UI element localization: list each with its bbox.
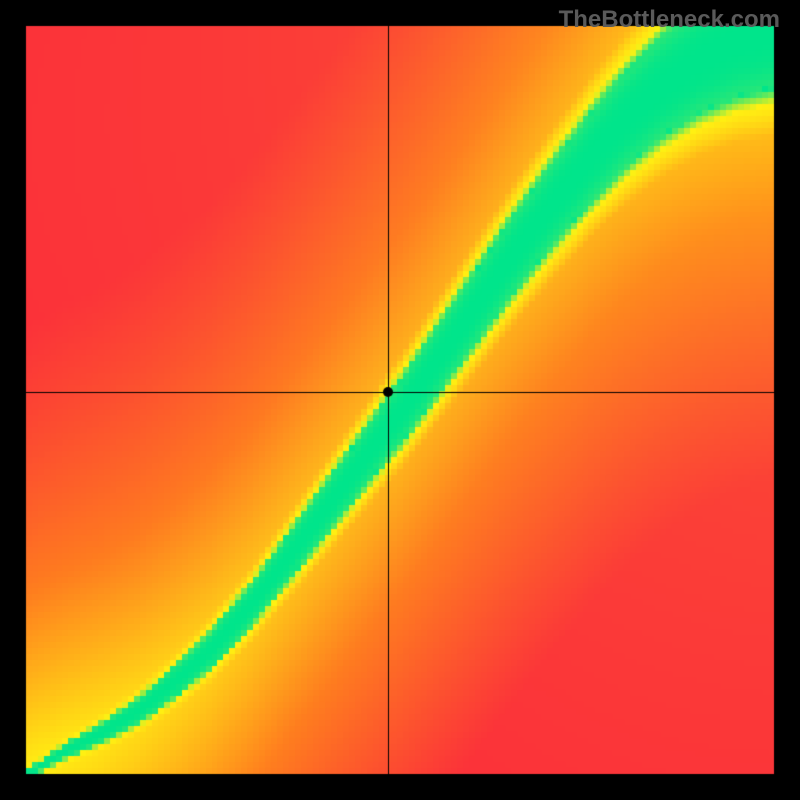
watermark-text: TheBottleneck.com <box>559 6 780 34</box>
chart-container: TheBottleneck.com <box>0 0 800 800</box>
heatmap-canvas <box>0 0 800 800</box>
